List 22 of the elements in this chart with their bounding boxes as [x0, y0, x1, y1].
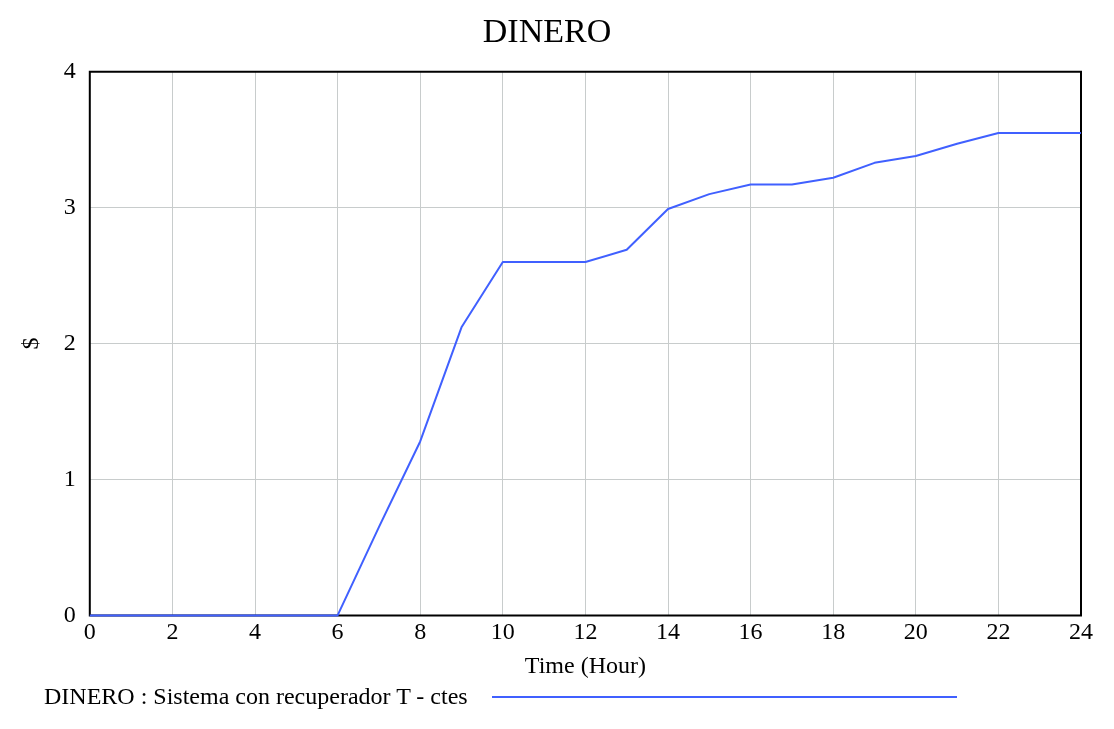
- chart-title: DINERO: [482, 12, 612, 50]
- y-axis-title: $: [16, 337, 43, 350]
- x-tick-label: 8: [414, 618, 427, 645]
- x-tick-label: 6: [331, 618, 344, 645]
- x-tick-label: 20: [903, 618, 928, 645]
- x-tick-label: 22: [986, 618, 1011, 645]
- x-tick-label: 24: [1069, 618, 1093, 645]
- y-tick-label: 1: [63, 464, 76, 491]
- y-tick-label: 0: [63, 600, 76, 627]
- x-tick-label: 4: [249, 618, 261, 645]
- y-tick-label: 2: [63, 328, 76, 355]
- x-tick-label: 2: [166, 618, 179, 645]
- y-tick-label: 3: [63, 193, 76, 219]
- y-tick-label: 4: [63, 57, 76, 84]
- x-tick-label: 10: [490, 618, 515, 645]
- x-tick-label: 14: [656, 618, 680, 645]
- x-tick-label: 12: [573, 618, 598, 645]
- x-tick-label: 0: [83, 618, 96, 645]
- x-tick-label: 16: [738, 618, 763, 645]
- x-tick-label: 18: [821, 618, 846, 645]
- text: DINERO : Sistema con recuperador T - ctes: [44, 683, 468, 710]
- x-axis-title: Time (Hour): [524, 651, 646, 678]
